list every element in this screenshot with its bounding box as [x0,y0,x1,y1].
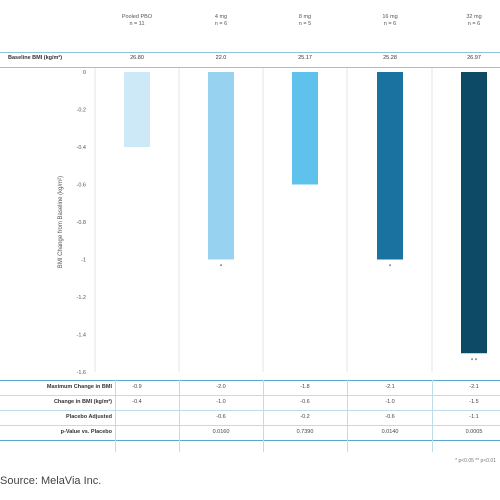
y-axis-label: BMI Change from Baseline (kg/m²) [58,176,64,268]
table-cell: -0.4 [132,399,142,405]
source-caption: Source: MelaVia Inc. [0,475,102,487]
table-row: Change in BMI (kg/m²) -0.4 -1.0 -0.6 -1.0 -1.… [0,396,500,411]
column-n: n = 6 [214,21,228,27]
y-tick-label: -0.4 [77,145,86,151]
results-table: Maximum Change in BMI -0.9 -2.0 -1.8 -2.1 -2.… [0,380,500,441]
table-cell: -1.8 [300,384,310,390]
y-tick-label: -1.6 [77,370,86,376]
table-cell: -2.1 [385,384,395,390]
table-column-divider [179,380,180,452]
y-tick-label: -0.2 [77,108,86,114]
footnote: * p<0.05 ** p<0.01 [455,458,496,464]
significance-marker: * * [471,358,478,364]
column-header: 16 mg n = 6 [360,14,420,28]
y-tick-label: -0.6 [77,183,86,189]
column-header: 8 mg n = 5 [275,14,335,28]
column-n: n = 11 [129,21,145,27]
column-header: 32 mg n = 6 [444,14,500,28]
bar [124,72,150,147]
y-tick-label: 0 [83,70,86,76]
baseline-row [0,52,500,68]
bar-chart: 0 -0.2 -0.4 -0.6 -0.8 -1 -1.2 -1.4 -1.6 BMI Chang… [58,68,487,376]
table-cell: -2.1 [469,384,479,390]
bar [208,72,234,260]
table-column-divider [263,380,264,452]
baseline-value: 22.0 [215,55,227,61]
table-row-label: p-Value vs. Placebo [60,429,112,435]
table-row-label: Change in BMI (kg/m²) [53,399,112,405]
table-row: Maximum Change in BMI -0.9 -2.0 -1.8 -2.1 -2.… [0,381,500,396]
table-cell: 0.0140 [381,429,399,435]
column-label: 4 mg [214,14,228,20]
table-cell: -0.9 [132,384,142,390]
column-header: Pooled PBO n = 11 [107,14,167,28]
baseline-value: 25.17 [298,55,312,61]
bar [292,72,318,185]
column-label: Pooled PBO [121,14,153,20]
table-cell: 0.7390 [296,429,314,435]
y-tick-label: -1.4 [77,333,86,339]
table-cell: -1.5 [469,399,479,405]
significance-marker: * [389,265,392,271]
table-row-label: Placebo Adjusted [66,414,112,420]
bar [461,72,487,354]
column-n: n = 6 [467,21,481,27]
table-cell: -2.0 [216,384,226,390]
table-cell: -1.1 [469,414,479,420]
column-n: n = 6 [383,21,397,27]
column-label: 8 mg [298,14,312,20]
column-label: 16 mg [382,14,398,20]
table-column-divider [115,380,116,452]
table-cell: -1.0 [385,399,395,405]
bar [377,72,403,260]
baseline-value: 25.28 [383,55,397,61]
table-cell: -0.2 [300,414,310,420]
table-cell: -0.6 [385,414,395,420]
column-label: 32 mg [466,14,482,20]
y-tick-label: -0.8 [77,220,86,226]
table-cell: 0.0005 [465,429,483,435]
column-header: 4 mg n = 6 [191,14,251,28]
table-cell: -0.6 [216,414,226,420]
significance-marker: * [220,265,223,271]
baseline-value: 26.97 [467,55,481,61]
column-n: n = 5 [298,21,312,27]
baseline-value: 26.80 [130,55,144,61]
y-tick-label: -1 [81,258,86,264]
y-tick-label: -1.2 [77,295,86,301]
table-row: p-Value vs. Placebo 0.0160 0.7390 0.0140 0.0… [0,426,500,440]
table-cell: 0.0160 [212,429,230,435]
table-cell: -1.0 [216,399,226,405]
table-cell: -0.6 [300,399,310,405]
table-row-label: Maximum Change in BMI [46,384,112,390]
table-column-divider [347,380,348,452]
baseline-label: Baseline BMI (kg/m²) [8,55,63,61]
table-column-divider [432,380,433,452]
table-row: Placebo Adjusted -0.6 -0.2 -0.6 -1.1 [0,411,500,426]
